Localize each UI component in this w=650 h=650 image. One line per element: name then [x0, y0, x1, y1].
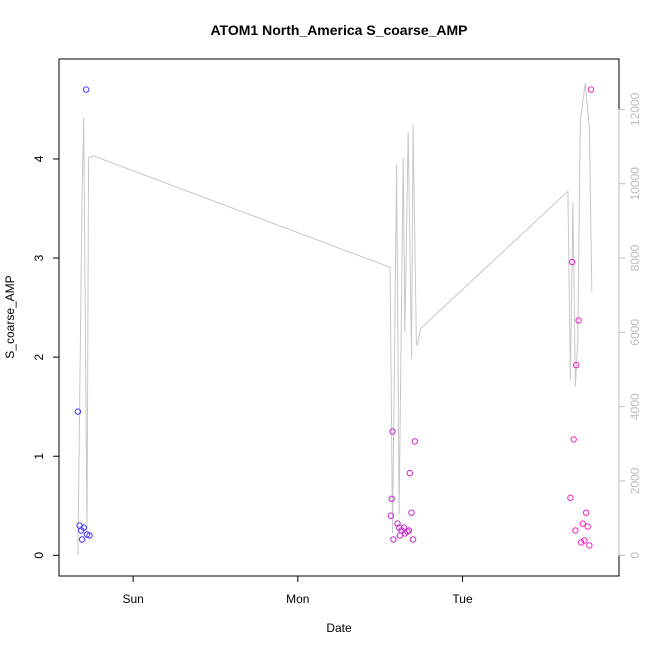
- y2-tick-label-3: 6000: [628, 319, 642, 346]
- data-point-10: [389, 428, 396, 435]
- data-point-27: [572, 527, 579, 534]
- y-tick-label-0: 0: [32, 552, 46, 559]
- plot-frame: [58, 58, 620, 577]
- y2-tick-label-5: 10000: [628, 167, 642, 201]
- data-point-7: [86, 532, 93, 539]
- data-point-4: [78, 536, 86, 543]
- x-tick-label-0: Sun: [122, 592, 143, 606]
- data-point-33: [582, 509, 590, 516]
- data-point-23: [411, 438, 418, 445]
- data-point-20: [406, 469, 413, 477]
- data-point-30: [577, 539, 585, 546]
- series-line-0: [77, 83, 593, 556]
- data-point-36: [587, 86, 595, 93]
- data-point-32: [581, 537, 588, 544]
- data-point-16: [400, 524, 408, 531]
- data-point-21: [408, 509, 415, 516]
- data-point-29: [575, 317, 582, 324]
- x-tick-label-2: Tue: [452, 592, 473, 606]
- data-point-22: [409, 536, 417, 543]
- data-point-8: [387, 512, 395, 519]
- series-points-layer: [74, 86, 595, 549]
- y-axis-label: S_coarse_AMP: [3, 275, 17, 358]
- data-point-12: [394, 520, 401, 527]
- data-point-26: [570, 436, 577, 443]
- data-point-34: [584, 523, 591, 530]
- data-point-0: [74, 408, 82, 415]
- x-axis: Sun Mon Tue: [122, 575, 473, 606]
- x-axis-label: Date: [326, 621, 352, 635]
- y-axis-left: 0 1 2 3 4: [32, 155, 60, 559]
- chart-title: ATOM1 North_America S_coarse_AMP: [210, 22, 467, 38]
- y-tick-label-2: 2: [32, 353, 46, 360]
- data-point-19: [405, 527, 413, 534]
- data-point-35: [586, 542, 593, 549]
- data-point-24: [567, 494, 574, 501]
- series-line-layer: [77, 83, 593, 556]
- y-tick-label-3: 3: [32, 254, 46, 261]
- data-point-3: [80, 524, 87, 531]
- data-point-5: [83, 86, 90, 93]
- y-tick-label-1: 1: [32, 453, 46, 460]
- y2-tick-label-6: 12000: [628, 92, 642, 126]
- y2-tick-label-1: 2000: [628, 467, 642, 494]
- data-point-9: [388, 495, 395, 502]
- y2-tick-label-0: 0: [628, 552, 642, 559]
- y-axis-right: 0 2000 4000 6000 8000 10000 12000: [618, 92, 642, 559]
- data-point-25: [568, 258, 576, 266]
- data-point-11: [390, 536, 397, 543]
- y2-tick-label-4: 8000: [628, 244, 642, 271]
- data-point-31: [579, 520, 586, 527]
- data-point-28: [573, 361, 580, 369]
- y2-tick-label-2: 4000: [628, 393, 642, 420]
- y-tick-label-4: 4: [32, 155, 46, 162]
- x-tick-label-1: Mon: [286, 592, 309, 606]
